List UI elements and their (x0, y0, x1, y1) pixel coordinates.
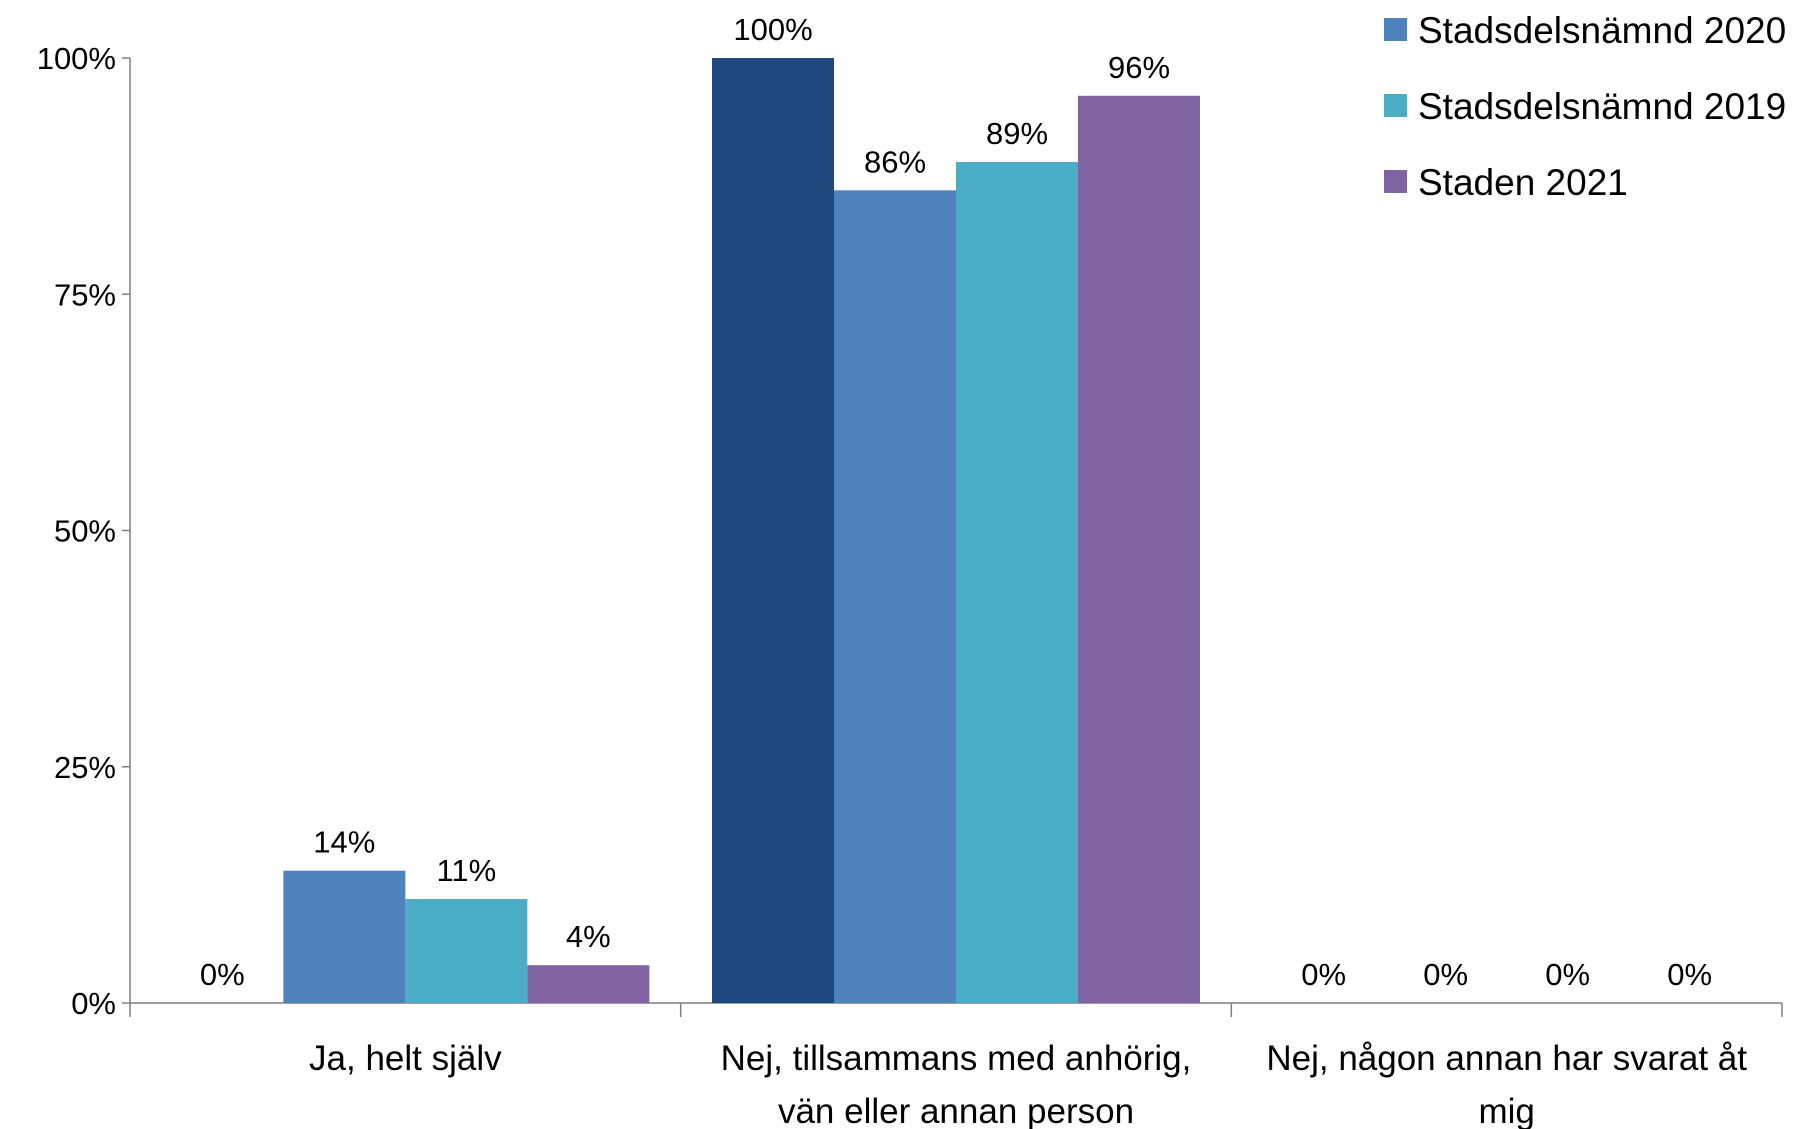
bar (956, 161, 1078, 1003)
data-label: 86% (864, 144, 926, 179)
data-label: 0% (1423, 957, 1468, 992)
category-labels: Ja, helt själv Nej, tillsammans med anhör… (309, 1039, 1747, 1129)
y-tick-label: 0% (71, 986, 116, 1021)
data-label: 0% (1545, 957, 1590, 992)
category-label: mig (1478, 1092, 1534, 1129)
data-label: 96% (1108, 50, 1170, 85)
legend-label: Stadsdelsnämnd 2019 (1418, 86, 1786, 127)
data-label: 11% (436, 853, 496, 888)
data-label: 4% (566, 919, 611, 954)
category-label: vän eller annan person (778, 1092, 1134, 1129)
bar (712, 58, 834, 1003)
data-label: 0% (200, 957, 245, 992)
bar (834, 190, 956, 1004)
legend: Stadsdelsnämnd 2020 Stadsdelsnämnd 2019 St… (1384, 10, 1786, 203)
category-label: Nej, tillsammans med anhörig, (721, 1039, 1192, 1078)
bars (283, 58, 1200, 1004)
bar (527, 965, 650, 1003)
y-tick-label: 25% (54, 750, 116, 785)
legend-swatch (1384, 170, 1407, 193)
data-label: 100% (733, 12, 812, 47)
bar (283, 870, 406, 1003)
bar (405, 899, 528, 1003)
data-labels: 0% 100% 0% 14% 86% 0% 11% 89% 0% 4% 96% 0% (200, 12, 1712, 992)
data-label: 0% (1301, 957, 1346, 992)
y-tick-label: 50% (54, 514, 116, 549)
y-tick-label: 75% (54, 277, 116, 312)
data-label: 14% (313, 825, 375, 860)
legend-swatch (1384, 94, 1407, 117)
bar (1078, 95, 1200, 1004)
data-label: 0% (1667, 957, 1712, 992)
category-label: Ja, helt själv (309, 1039, 502, 1078)
legend-swatch (1384, 18, 1407, 41)
legend-label: Stadsdelsnämnd 2020 (1418, 10, 1786, 51)
legend-label: Staden 2021 (1418, 162, 1628, 203)
category-label: Nej, någon annan har svarat åt (1266, 1039, 1747, 1078)
y-tick-label: 100% (37, 41, 116, 76)
data-label: 89% (986, 116, 1048, 151)
